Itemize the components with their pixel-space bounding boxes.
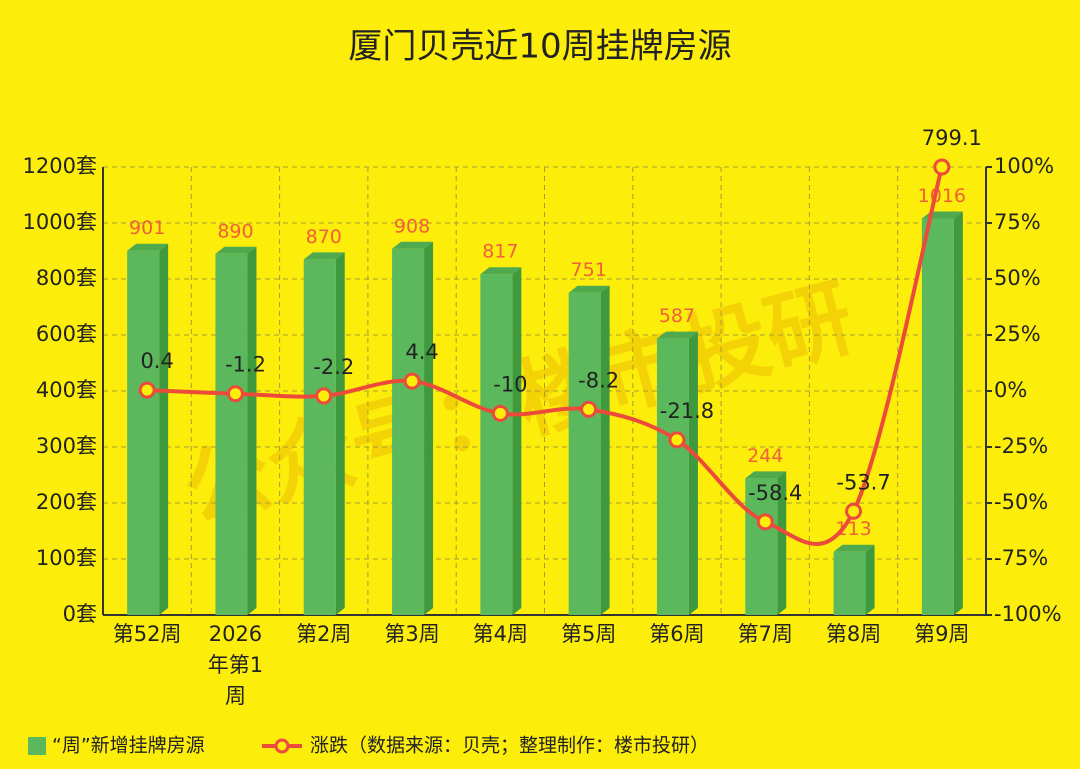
line-value-label: -8.2	[578, 368, 619, 392]
bar-value-label: 870	[306, 226, 342, 248]
bar-top	[127, 243, 169, 251]
y2-tick-label: -50%	[994, 490, 1048, 514]
bar-value-label: 751	[571, 259, 607, 281]
bar-value-label: 244	[747, 445, 783, 467]
y-tick-label: 400套	[36, 378, 97, 402]
bar	[480, 274, 513, 615]
y2-tick-label: -25%	[994, 434, 1048, 458]
bar-side	[953, 211, 963, 615]
line-point	[580, 400, 598, 418]
x-tick-line: 2026	[209, 622, 262, 646]
bar-top	[833, 544, 875, 552]
bar-value-label: 1016	[918, 185, 966, 207]
chart-title: 厦门贝壳近10周挂牌房源	[348, 27, 731, 67]
line-point	[226, 385, 244, 403]
x-tick-line: 年第1	[208, 653, 263, 677]
x-tick-label: 第6周	[649, 622, 704, 646]
bar-value-label: 908	[394, 215, 430, 237]
bar-top	[303, 252, 345, 260]
bar-value-label: 587	[659, 305, 695, 327]
line-point	[491, 404, 509, 422]
y-tick-label: 300套	[36, 434, 97, 458]
line-point	[138, 381, 156, 399]
bar	[833, 551, 866, 615]
line-value-label: -1.2	[225, 353, 266, 377]
x-tick-label: 第8周	[826, 622, 881, 646]
y-tick-label: 200套	[36, 490, 97, 514]
bar	[656, 338, 689, 615]
x-tick-label: 2026 年第1 周	[208, 622, 263, 708]
x-tick-label: 第9周	[914, 622, 969, 646]
line-value-label: 799.1	[922, 126, 982, 150]
line-point	[756, 513, 774, 531]
bar	[745, 478, 778, 615]
line-value-label: -58.4	[748, 481, 802, 505]
line-point	[403, 372, 421, 390]
bar-top	[480, 267, 522, 275]
y2-tick-label: -100%	[994, 602, 1062, 626]
x-tick-label: 第2周	[296, 622, 351, 646]
y2-tick-label: -75%	[994, 546, 1048, 570]
bar-top	[656, 331, 698, 339]
x-tick-label: 第5周	[561, 622, 616, 646]
bar-top	[215, 246, 257, 254]
y2-tick-label: 0%	[994, 378, 1027, 402]
bar	[392, 248, 425, 615]
legend-label: “周”新增挂牌房源	[52, 735, 205, 757]
y-tick-label: 1000套	[23, 210, 97, 234]
bar-side	[865, 544, 875, 615]
x-tick-label: 第4周	[473, 622, 528, 646]
line-point	[668, 431, 686, 449]
line-point	[845, 502, 863, 520]
bar-side	[335, 252, 345, 615]
x-tick-label: 第3周	[384, 622, 439, 646]
line-value-label: -10	[493, 372, 527, 396]
legend-label: 涨跌（数据来源：贝壳；整理制作：楼市投研）	[310, 735, 709, 757]
bar-value-label: 817	[482, 241, 518, 263]
bar-top	[745, 471, 787, 479]
bar-side	[512, 267, 522, 615]
x-tick-label: 第7周	[738, 622, 793, 646]
line-value-label: -21.8	[660, 399, 714, 423]
bar-top	[568, 285, 610, 293]
line-value-label: -53.7	[836, 470, 890, 494]
y2-tick-label: 25%	[994, 322, 1041, 346]
y-tick-label: 0套	[63, 602, 97, 626]
y2-tick-label: 100%	[994, 154, 1054, 178]
bar	[215, 253, 248, 616]
line-value-label: -2.2	[313, 355, 354, 379]
bar-value-label: 901	[129, 217, 165, 239]
bar-side	[688, 331, 698, 615]
y-tick-label: 800套	[36, 266, 97, 290]
bar-side	[424, 241, 434, 615]
line-point	[933, 158, 951, 176]
bar-top	[392, 241, 434, 249]
y2-tick-label: 75%	[994, 210, 1041, 234]
bar	[303, 259, 336, 615]
legend-swatch	[28, 737, 46, 755]
line-value-label: 0.4	[140, 349, 173, 373]
bar	[127, 250, 160, 615]
bar-side	[159, 243, 169, 615]
y-tick-label: 600套	[36, 322, 97, 346]
x-tick-label: 第52周	[113, 622, 182, 646]
x-tick-line: 周	[225, 684, 246, 708]
bar-side	[777, 471, 787, 615]
line-point	[315, 387, 333, 405]
bar-side	[247, 246, 257, 616]
legend-marker	[274, 738, 290, 754]
bar-value-label: 890	[217, 220, 253, 242]
bar	[568, 292, 601, 615]
line-value-label: 4.4	[405, 340, 438, 364]
y-tick-label: 1200套	[23, 154, 97, 178]
y-tick-label: 100套	[36, 546, 97, 570]
y2-tick-label: 50%	[994, 266, 1041, 290]
bar-side	[600, 285, 610, 615]
bar	[921, 218, 954, 615]
